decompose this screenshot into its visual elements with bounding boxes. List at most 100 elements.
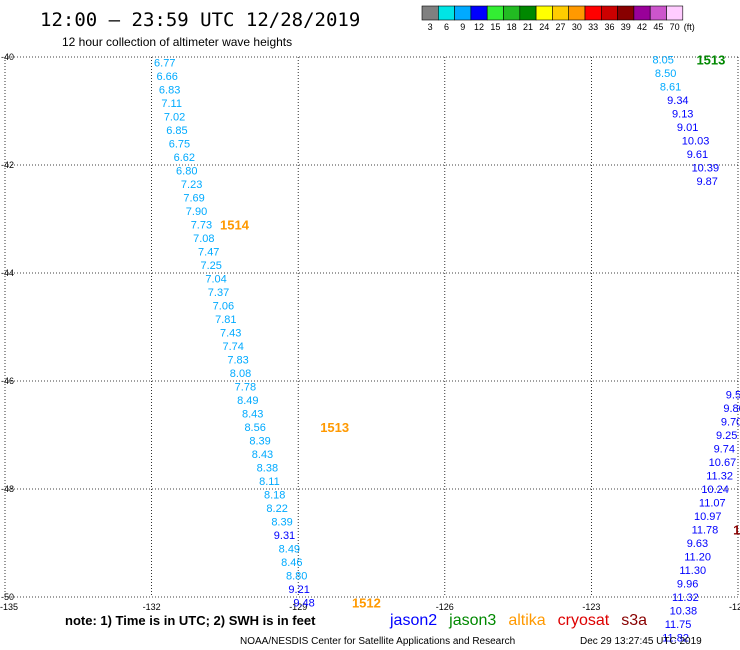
y-tick-label: -44 xyxy=(1,268,14,278)
wave-height-points: 6.77 6.666.83 7.117.02 6.856.75 6.626.80 7.23… xyxy=(154,55,740,645)
y-tick-label: -46 xyxy=(1,376,14,386)
swh-value-jason3: 9.01 xyxy=(677,122,698,134)
satellite-jason3: jason3 xyxy=(448,612,496,629)
swh-value-altika: 7.08 xyxy=(193,233,214,245)
swh-value-altika: 7.73 xyxy=(191,219,212,231)
legend-swatch xyxy=(568,5,586,21)
rev-number-label: 17 xyxy=(733,523,740,538)
legend-swatch xyxy=(600,5,618,21)
swh-value-altika: 7.47 xyxy=(198,246,219,258)
legend-swatch xyxy=(486,5,504,21)
swh-value-altika: 8.46 xyxy=(281,557,302,569)
swh-value-jason3: 9.13 xyxy=(672,109,693,121)
swh-value-jason3: 10.03 xyxy=(682,136,710,148)
swh-value-jason2: 11.07 xyxy=(699,498,726,510)
legend-unit: (ft) xyxy=(684,22,695,32)
legend-label: 42 xyxy=(637,22,647,32)
rev-number-label: 1512 xyxy=(352,595,381,610)
legend-label: 6 xyxy=(444,22,449,32)
swh-value-jason2: 9.74 xyxy=(714,444,735,456)
swh-value-altika: 9.21 xyxy=(288,584,309,596)
swh-value-jason2: 11.20 xyxy=(684,552,711,564)
legend-swatch xyxy=(503,5,521,21)
satellite-legend: jason2 jason3 altika cryosat s3a xyxy=(389,612,647,629)
swh-value-jason2: 9.70 xyxy=(721,417,740,429)
footer-timestamp: Dec 29 13:27:45 UTC 2019 xyxy=(580,636,702,647)
swh-value-jason2: 9.63 xyxy=(687,538,708,550)
legend-label: 30 xyxy=(572,22,582,32)
swh-value-jason3: 10.39 xyxy=(692,163,720,175)
footer-note: note: 1) Time is in UTC; 2) SWH is in fe… xyxy=(65,613,316,628)
swh-value-jason2: 10.67 xyxy=(709,457,737,469)
x-tick-label: -126 xyxy=(436,602,454,612)
legend-swatch xyxy=(649,5,667,21)
swh-value-altika: 8.39 xyxy=(271,516,292,528)
legend-swatch xyxy=(437,5,455,21)
swh-value-altika: 6.85 xyxy=(166,125,187,137)
swh-value-jason2: 11.32 xyxy=(706,471,733,483)
x-tick-label: -120 xyxy=(729,602,740,612)
y-tick-label: -42 xyxy=(1,160,14,170)
legend-swatch xyxy=(666,5,684,21)
swh-value-altika: 8.43 xyxy=(252,449,273,461)
x-tick-label: -123 xyxy=(582,602,600,612)
x-tick-label: -132 xyxy=(143,602,161,612)
footer-credit: NOAA/NESDIS Center for Satellite Applica… xyxy=(240,636,515,647)
legend-label: 70 xyxy=(670,22,680,32)
swh-value-jason3: 9.87 xyxy=(696,176,717,188)
swh-value-altika: 8.22 xyxy=(266,503,287,515)
satellite-cryosat: cryosat xyxy=(558,612,610,629)
legend-swatch xyxy=(421,5,439,21)
swh-value-altika: 7.04 xyxy=(205,273,226,285)
swh-value-altika: 7.25 xyxy=(200,260,221,272)
revolution-labels: 1514 1513 1512 1513 17 xyxy=(220,53,740,611)
swh-value-altika: 9.48 xyxy=(293,597,314,609)
swh-value-altika: 7.02 xyxy=(164,111,185,123)
swh-value-altika: 8.18 xyxy=(264,489,285,501)
legend-label: 15 xyxy=(490,22,500,32)
legend-swatch xyxy=(552,5,570,21)
legend-swatch xyxy=(535,5,553,21)
swh-value-altika: 6.80 xyxy=(176,165,197,177)
swh-value-jason3: 9.34 xyxy=(667,95,688,107)
swh-value-jason2: 9.25 xyxy=(716,430,737,442)
swh-value-jason2: 11.30 xyxy=(679,565,706,577)
swh-value-jason3: 9.61 xyxy=(687,149,708,161)
legend-label: 36 xyxy=(604,22,614,32)
legend-label: 12 xyxy=(474,22,484,32)
swh-value-altika: 7.23 xyxy=(181,179,202,191)
swh-value-altika: 8.43 xyxy=(242,408,263,420)
legend-swatch xyxy=(454,5,472,21)
swh-value-jason2: 11.82 xyxy=(662,633,689,645)
swh-value-altika: 8.80 xyxy=(286,570,307,582)
swh-value-jason2: 11.32 xyxy=(672,592,699,604)
satellite-s3a: s3a xyxy=(621,612,647,629)
swh-value-altika: 7.83 xyxy=(227,354,248,366)
swh-value-altika: 7.78 xyxy=(235,381,256,393)
swh-value-altika: 8.08 xyxy=(230,368,251,380)
swh-value-jason3: 8.50 xyxy=(655,68,676,80)
legend-swatch xyxy=(584,5,602,21)
satellite-jason2: jason2 xyxy=(389,612,437,629)
swh-value-altika: 7.69 xyxy=(183,192,204,204)
chart-title: 12:00 – 23:59 UTC 12/28/2019 xyxy=(40,9,360,31)
swh-value-altika: 8.56 xyxy=(244,422,265,434)
swh-value-jason2: 9.55 xyxy=(726,390,740,402)
legend-label: 21 xyxy=(523,22,533,32)
swh-value-jason2: 10.24 xyxy=(701,484,729,496)
swh-value-altika: 8.11 xyxy=(259,476,280,488)
swh-value-altika: 7.81 xyxy=(215,314,236,326)
swh-value-jason2: 10.97 xyxy=(694,511,722,523)
swh-value-altika: 7.37 xyxy=(208,287,229,299)
swh-value-jason2: 9.96 xyxy=(677,579,698,591)
swh-value-altika: 7.06 xyxy=(213,300,234,312)
swh-value-jason2: 9.80 xyxy=(723,403,740,415)
legend-label: 27 xyxy=(556,22,566,32)
swh-value-altika: 7.43 xyxy=(220,327,241,339)
swh-value-jason2: 10.38 xyxy=(670,606,698,618)
legend-label: 39 xyxy=(621,22,631,32)
swh-value-altika: 9.31 xyxy=(274,530,295,542)
swh-value-jason2: 11.78 xyxy=(692,525,719,537)
legend-label: 18 xyxy=(507,22,517,32)
